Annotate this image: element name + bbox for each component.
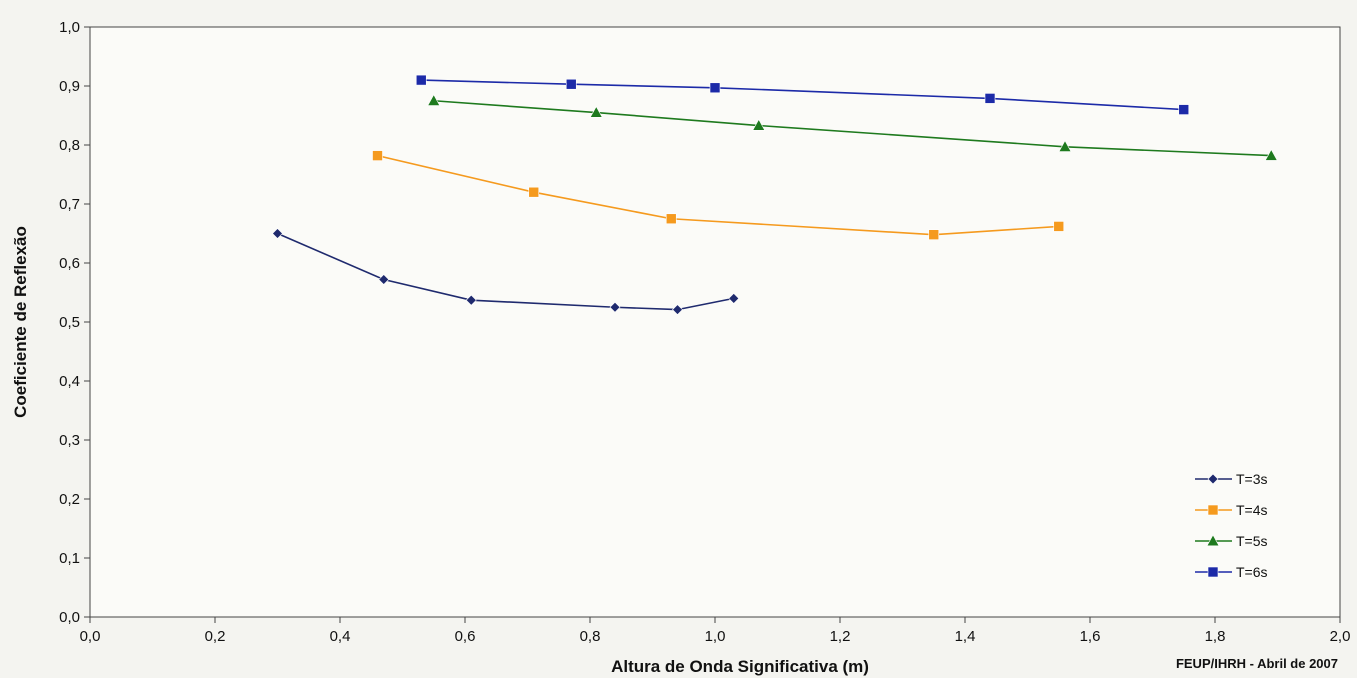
y-tick-label: 0,2 <box>59 491 80 508</box>
data-point <box>565 78 577 90</box>
legend-marker <box>1207 566 1219 578</box>
legend-marker <box>1206 534 1220 547</box>
x-tick-label: 0,0 <box>80 628 101 645</box>
series-3 <box>415 74 1190 115</box>
credit-text: FEUP/IHRH - Abril de 2007 <box>1176 656 1338 671</box>
data-point <box>728 292 740 304</box>
y-tick-label: 0,8 <box>59 137 80 154</box>
legend-marker <box>1207 473 1219 485</box>
data-point <box>272 228 283 239</box>
y-tick-label: 0,7 <box>59 196 80 213</box>
data-point <box>665 213 677 225</box>
x-tick-label: 1,0 <box>705 628 726 645</box>
x-axis-title: Altura de Onda Significativa (m) <box>611 657 869 676</box>
plot-area <box>89 26 1341 618</box>
series-2 <box>427 94 1278 161</box>
legend-label: T=4s <box>1236 502 1268 518</box>
data-point <box>427 94 441 106</box>
series-line <box>277 232 734 311</box>
x-tick-label: 0,6 <box>455 628 476 645</box>
x-tick-label: 1,4 <box>955 628 976 645</box>
legend-label: T=3s <box>1236 471 1268 487</box>
y-tick-label: 0,5 <box>59 314 80 331</box>
x-tick-label: 1,8 <box>1205 628 1226 645</box>
legend-box <box>1188 462 1303 582</box>
data-point <box>589 105 603 118</box>
data-point <box>609 301 621 313</box>
data-point <box>1058 140 1072 152</box>
data-point <box>752 118 766 131</box>
data-point <box>928 229 940 240</box>
x-tick-label: 0,2 <box>205 628 226 645</box>
data-point <box>465 294 477 306</box>
x-tick-label: 0,8 <box>580 628 601 645</box>
y-tick-label: 0,0 <box>59 609 80 626</box>
legend: T=3s T=4s T=5s T=6s <box>1188 462 1303 582</box>
data-point <box>709 82 721 94</box>
legend-label: T=5s <box>1236 533 1268 549</box>
series-0 <box>272 228 740 316</box>
y-tick-label: 1,0 <box>59 19 80 36</box>
x-tick-label: 1,6 <box>1080 628 1101 645</box>
x-tick-label: 2,0 <box>1330 628 1351 645</box>
y-tick-label: 0,1 <box>59 550 80 567</box>
y-tick-label: 0,3 <box>59 432 80 449</box>
legend-label: T=6s <box>1236 564 1268 580</box>
x-tick-label: 0,4 <box>330 628 351 645</box>
data-point <box>415 74 427 86</box>
x-tick-label: 1,2 <box>830 628 851 645</box>
data-point <box>1178 104 1190 115</box>
series-1 <box>372 150 1065 240</box>
data-point <box>378 274 390 285</box>
y-tick-label: 0,9 <box>59 78 80 95</box>
data-point <box>1264 149 1278 161</box>
data-point <box>528 186 540 198</box>
legend-marker <box>1207 504 1219 516</box>
y-axis-title: Coeficiente de Reflexão <box>11 226 30 418</box>
y-tick-label: 0,4 <box>59 373 80 390</box>
data-point <box>372 150 383 161</box>
data-point <box>1053 221 1065 232</box>
y-tick-label: 0,6 <box>59 255 80 272</box>
data-point <box>984 93 996 104</box>
data-point <box>672 304 683 316</box>
